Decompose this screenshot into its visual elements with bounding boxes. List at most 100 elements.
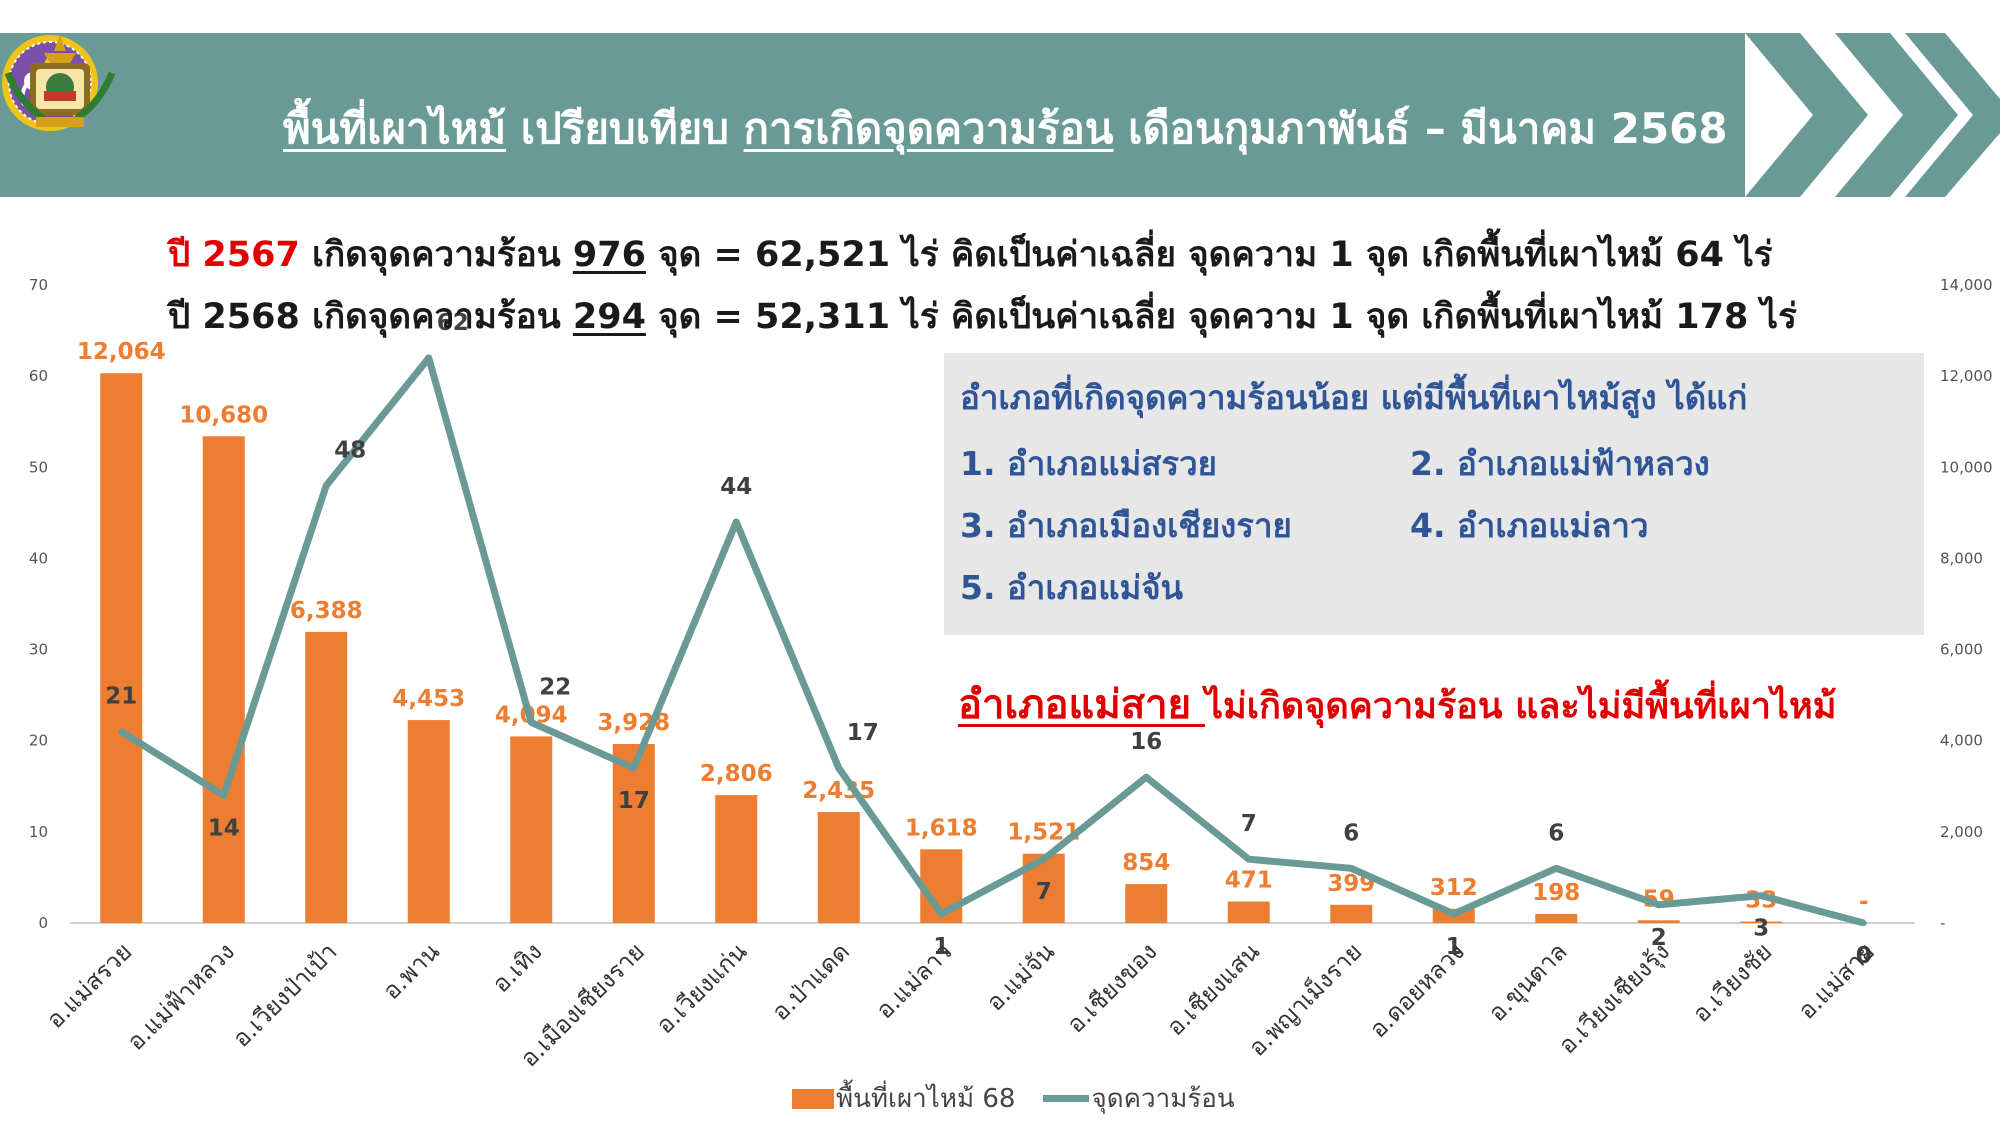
hotspot-data-label: 1: [1446, 934, 1462, 960]
category-tick-label: อ.แม่ลาว: [871, 937, 958, 1024]
hotspot-data-label: 21: [105, 684, 137, 710]
hotspot-point: [1655, 901, 1662, 908]
left-axis-tick-label: 0: [38, 914, 48, 932]
left-axis-tick-label: 30: [29, 641, 48, 659]
right-axis-tick-label: 4,000: [1940, 732, 1983, 750]
summary-2567-year: ปี 2567: [168, 235, 300, 275]
bar: [202, 436, 245, 923]
bar: [1740, 921, 1783, 923]
summary-2568-count: 294: [572, 297, 646, 337]
hotspot-data-label: 17: [618, 788, 650, 814]
hotspot-data-label: 48: [334, 438, 366, 464]
hotspot-point: [1348, 865, 1355, 872]
bar: [715, 795, 758, 923]
bar-data-label: 198: [1532, 880, 1580, 906]
bar: [1125, 884, 1168, 923]
hotspot-point: [1450, 910, 1457, 917]
hotspot-point: [630, 765, 637, 772]
hotspot-point: [1860, 920, 1867, 926]
summary-2567-count: 976: [572, 235, 646, 275]
bar-data-label: 10,680: [179, 402, 268, 428]
title-hotspot: การเกิดจุดความร้อน: [743, 104, 1114, 153]
bar: [1535, 913, 1578, 923]
legend-line-label: จุดความร้อน: [1091, 1084, 1235, 1114]
hotspot-data-label: 3: [1753, 916, 1769, 942]
mae-sai-note: อำเภอแม่สาย ไม่เกิดจุดความร้อน และไม่มีพ…: [958, 672, 1836, 736]
hotspot-point: [220, 792, 227, 799]
right-axis-tick-label: 10,000: [1940, 458, 1993, 476]
bar: [612, 743, 655, 923]
category-tick-label: อ.แม่ฟ้าหลวง: [122, 937, 240, 1055]
hotspot-data-label: 7: [1241, 811, 1257, 837]
right-axis-tick-label: 12,000: [1940, 367, 1993, 385]
summary-2568-text-a: เกิดจุดความร้อน: [299, 297, 573, 337]
category-tick-label: อ.แม่จัน: [981, 937, 1060, 1016]
chart-legend: พื้นที่เผาไหม้ 68 จุดความร้อน: [792, 1078, 1235, 1114]
category-tick-label: อ.เวียงชัย: [1687, 937, 1777, 1027]
hotspot-point: [733, 518, 740, 525]
bar-data-label: 4,453: [392, 686, 465, 712]
right-axis-tick-label: 6,000: [1940, 641, 1983, 659]
bar-data-label: 6,388: [290, 598, 363, 624]
category-tick-label: อ.ดอยหลวง: [1364, 937, 1470, 1043]
bar-data-label: 12,064: [77, 339, 166, 365]
hotspot-point: [1143, 774, 1150, 781]
title-burned-area: พื้นที่เผาไหม้: [283, 104, 507, 153]
hotspot-line: [119, 354, 1865, 927]
hotspot-data-label: 62: [437, 310, 469, 336]
hotspot-point: [118, 728, 125, 735]
bar-data-label: 854: [1122, 850, 1170, 876]
hotspot-point: [425, 354, 432, 361]
legend-bar-label: พื้นที่เผาไหม้ 68: [836, 1084, 1016, 1114]
bar: [100, 373, 143, 923]
bar-data-label: 1,618: [905, 815, 978, 841]
right-axis-tick-label: 2,000: [1940, 823, 1983, 841]
summary-2567: ปี 2567 เกิดจุดความร้อน 976 จุด = 62,521…: [168, 230, 1773, 280]
district-item: 4. อำเภอแม่ลาว: [1410, 506, 1649, 545]
category-tick-label: อ.เทิง: [487, 937, 548, 998]
hotspot-point: [323, 482, 330, 489]
bar-data-label: -: [1859, 889, 1869, 915]
header-banner: พื้นที่เผาไหม้ เปรียบเทียบ การเกิดจุดควา…: [0, 33, 2000, 197]
bar: [1330, 904, 1373, 923]
category-tick-label: อ.เวียงป่าเป้า: [227, 937, 342, 1052]
hotspot-data-label: 7: [1036, 879, 1052, 905]
right-axis-tick-label: 8,000: [1940, 549, 1983, 567]
right-axis-tick-label: -: [1940, 914, 1945, 932]
legend-line-swatch: [1043, 1095, 1090, 1102]
district-item: 2. อำเภอแม่ฟ้าหลวง: [1410, 444, 1710, 483]
hotspot-point: [938, 910, 945, 917]
hotspot-point: [1758, 892, 1765, 899]
bar: [510, 736, 553, 923]
summary-2568-year: ปี 2568: [168, 297, 300, 337]
bar: [305, 631, 348, 923]
hotspot-data-label: 44: [720, 474, 752, 500]
district-item: 1. อำเภอแม่สรวย: [960, 444, 1217, 483]
hotspot-point: [528, 719, 535, 726]
info-box-heading: อำเภอที่เกิดจุดความร้อนน้อย แต่มีพื้นที่…: [960, 378, 1748, 417]
left-axis-tick-label: 50: [29, 458, 48, 476]
summary-2567-text-b: จุด = 62,521 ไร่ คิดเป็นค่าเฉลี่ย จุดควา…: [645, 235, 1773, 275]
summary-2568: ปี 2568 เกิดจุดความร้อน 294 จุด = 52,311…: [168, 292, 1797, 342]
hotspot-data-label: 6: [1548, 820, 1564, 846]
category-tick-label: อ.เวียงเชียงรุ้ง: [1553, 937, 1676, 1060]
category-tick-label: อ.เชียงแสน: [1161, 937, 1265, 1041]
bar: [817, 812, 860, 923]
district-item: 5. อำเภอแม่จัน: [960, 568, 1184, 607]
summary-2567-text-a: เกิดจุดความร้อน: [299, 235, 573, 275]
hotspot-point: [1245, 856, 1252, 863]
left-axis-tick-label: 20: [29, 732, 48, 750]
category-tick-label: อ.เวียงแก่น: [651, 937, 753, 1039]
hotspot-data-label: 2: [1651, 925, 1667, 951]
hotspot-data-label: 14: [208, 815, 240, 841]
summary-2568-text-b: จุด = 52,311 ไร่ คิดเป็นค่าเฉลี่ย จุดควา…: [645, 297, 1797, 337]
hotspot-data-label: 17: [847, 720, 879, 746]
page-title: พื้นที่เผาไหม้ เปรียบเทียบ การเกิดจุดควา…: [283, 99, 1728, 159]
info-box: อำเภอที่เกิดจุดความร้อนน้อย แต่มีพื้นที่…: [944, 353, 1924, 635]
hotspot-data-label: 16: [1130, 729, 1162, 755]
hotspot-point: [1553, 865, 1560, 872]
note-text: ไม่เกิดจุดความร้อน และไม่มีพื้นที่เผาไหม…: [1204, 686, 1837, 727]
category-tick-label: อ.ขุนตาล: [1483, 937, 1573, 1027]
bar: [407, 720, 450, 923]
